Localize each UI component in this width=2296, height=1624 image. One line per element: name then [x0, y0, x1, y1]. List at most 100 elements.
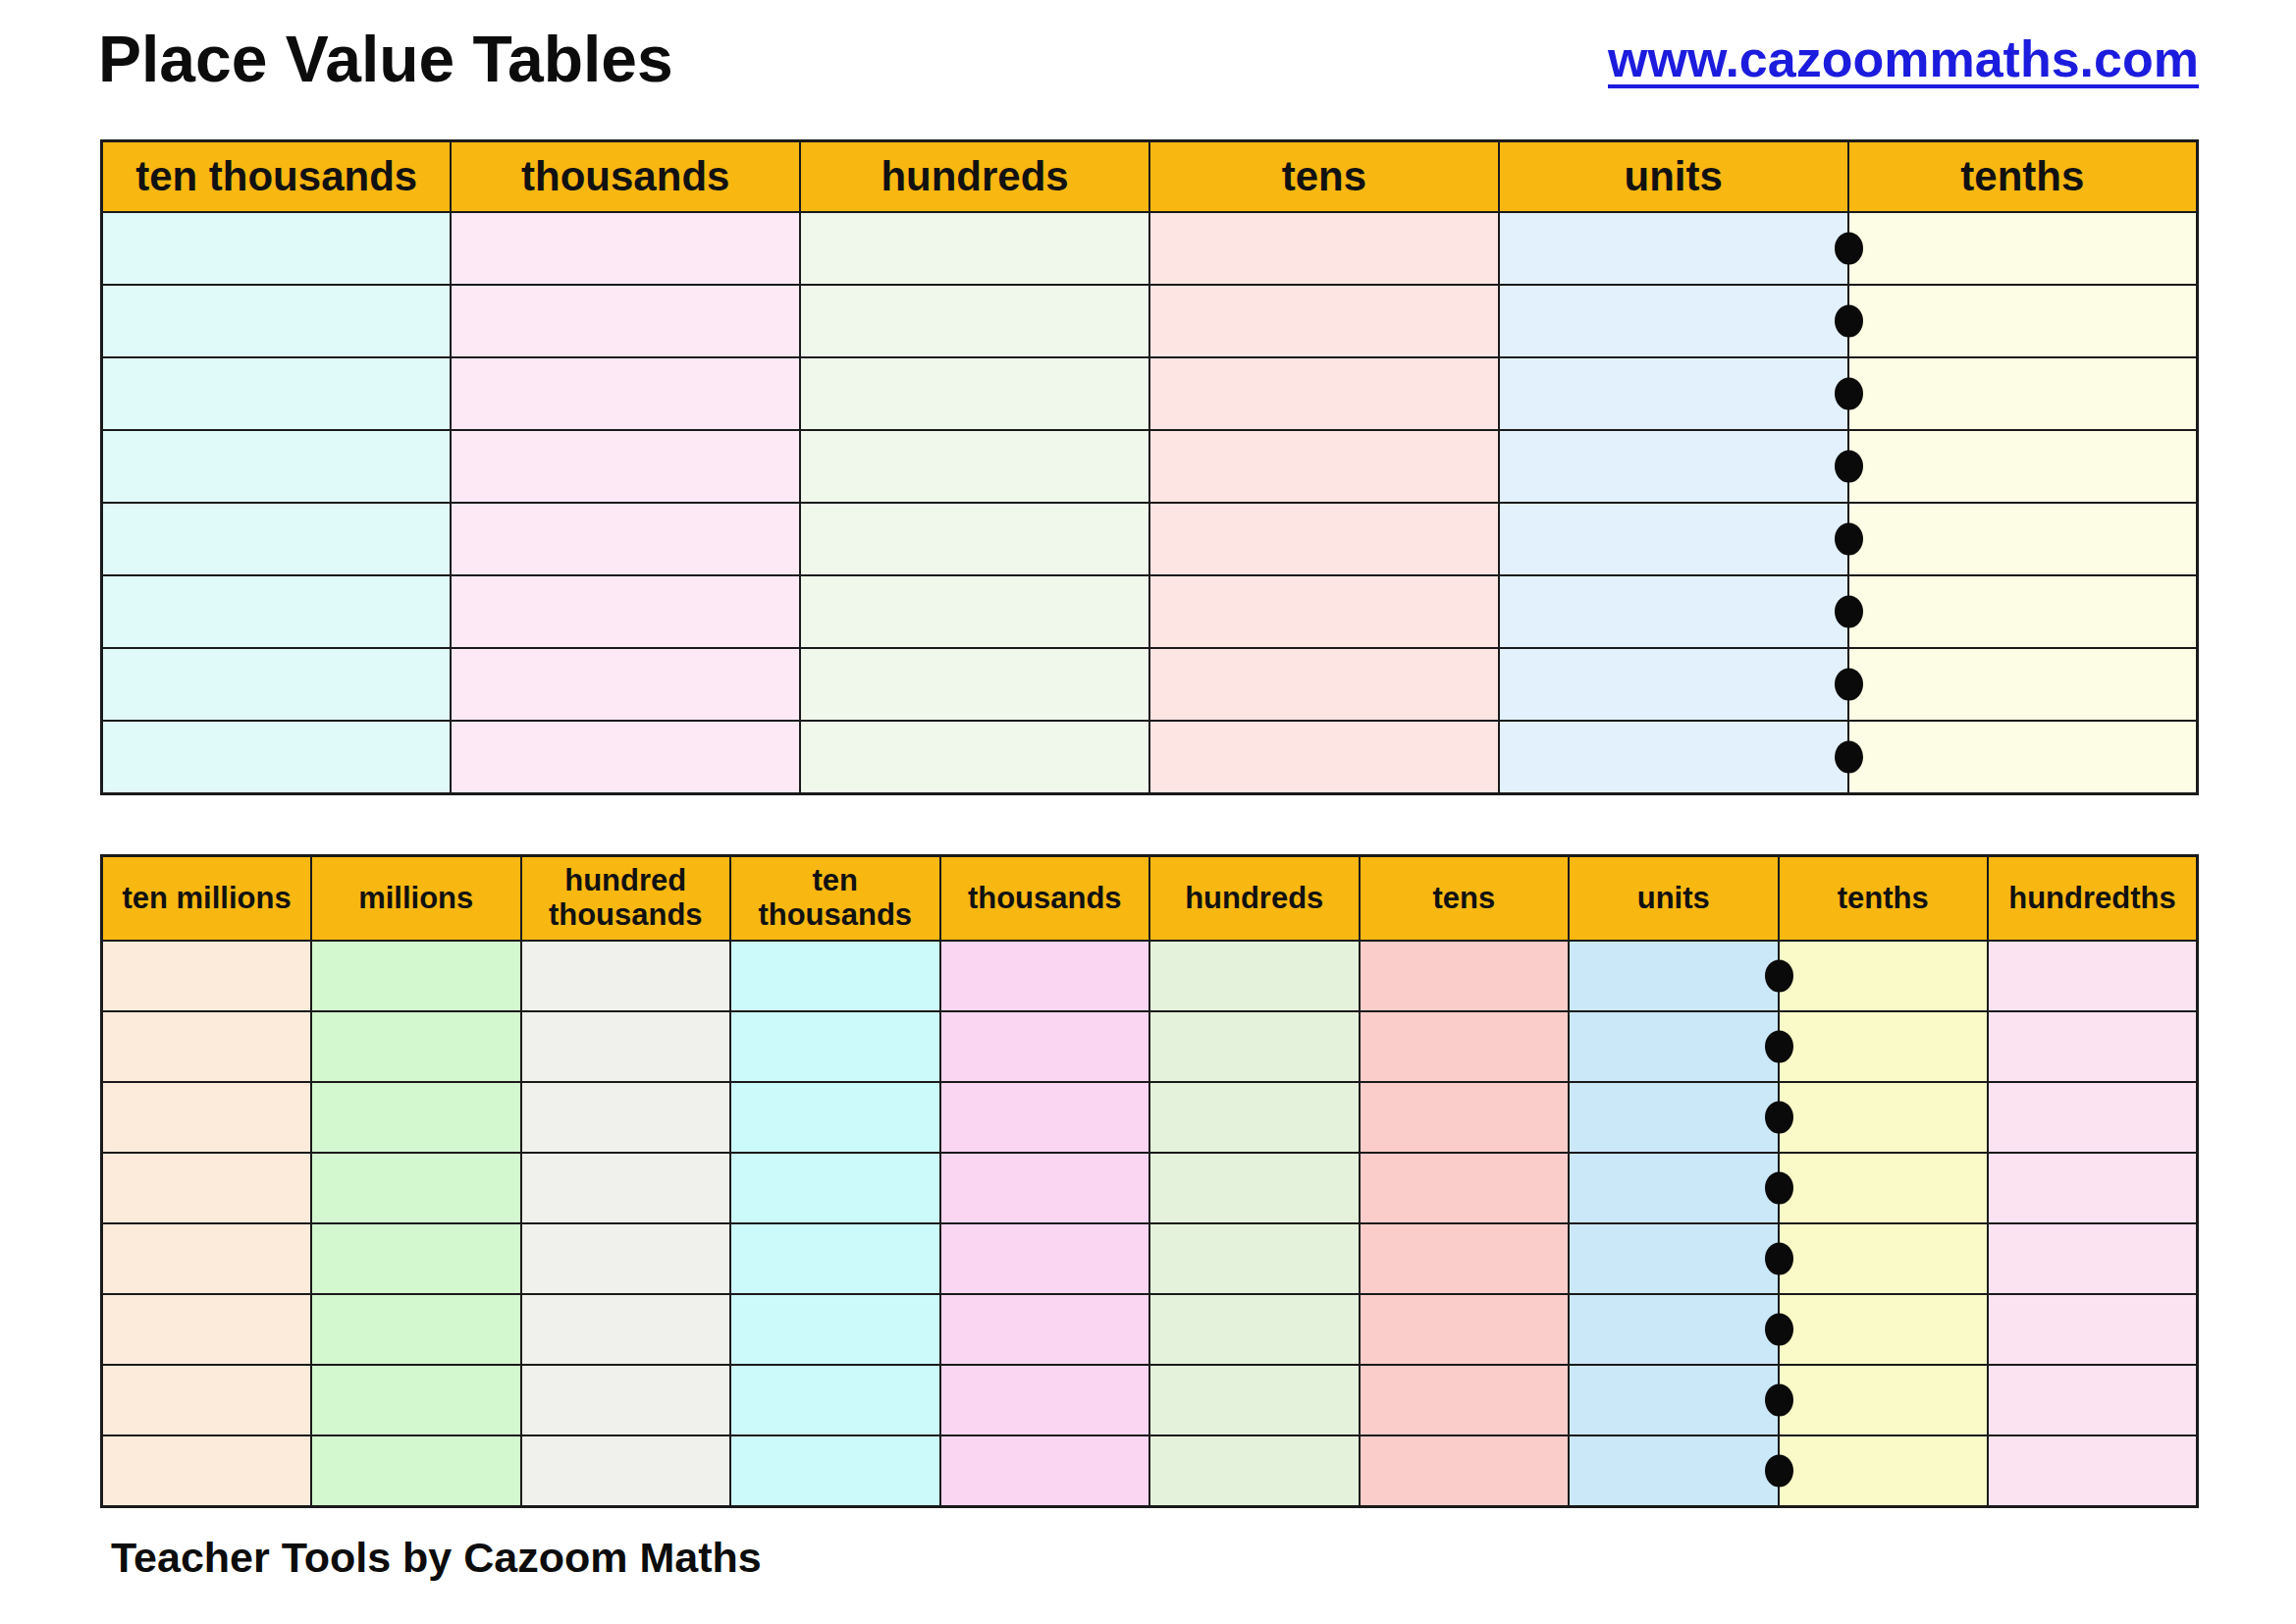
place-value-cell-ten-thousands [730, 1365, 940, 1435]
place-value-cell-hundred-thousands [521, 941, 731, 1011]
column-header-hundreds: hundreds [1149, 856, 1360, 942]
table-millions-to-hundredths: ten millionsmillionshundred thousandsten… [100, 854, 2199, 1508]
place-value-cell-hundredths [1988, 1365, 2198, 1435]
place-value-cell-hundred-thousands [521, 1365, 731, 1435]
place-value-cell-tens [1149, 648, 1499, 721]
place-value-cell-millions [311, 1011, 521, 1082]
place-value-cell-tens [1149, 357, 1499, 430]
place-value-cell-tens [1360, 1082, 1570, 1153]
place-value-cell-thousands [451, 285, 800, 357]
website-link[interactable]: www.cazoommaths.com [1608, 29, 2199, 88]
column-header-ten-thousands: ten thousands [730, 856, 940, 942]
decimal-point-icon [1835, 523, 1863, 556]
place-value-cell-tenths [1848, 285, 2198, 357]
table-row [102, 575, 2198, 648]
place-value-cell-hundreds [1149, 1294, 1360, 1365]
table-row [102, 430, 2198, 503]
column-header-thousands: thousands [940, 856, 1150, 942]
decimal-point-icon [1835, 669, 1863, 701]
place-value-cell-ten-thousands [102, 212, 452, 285]
table-row [102, 648, 2198, 721]
place-value-table-upper: ten thousandsthousandshundredstensunitst… [100, 139, 2199, 795]
place-value-cell-hundreds [1149, 1365, 1360, 1435]
column-header-units: units [1569, 856, 1779, 942]
place-value-cell-hundreds [1149, 1153, 1360, 1223]
place-value-cell-ten-thousands [102, 285, 452, 357]
place-value-cell-units [1499, 357, 1848, 430]
place-value-cell-tens [1360, 1435, 1570, 1507]
table-row [102, 1365, 2198, 1435]
decimal-point-icon [1835, 451, 1863, 483]
place-value-cell-units [1499, 212, 1848, 285]
place-value-cell-tenths [1779, 1082, 1989, 1153]
place-value-cell-hundreds [800, 430, 1149, 503]
table-row [102, 1223, 2198, 1294]
place-value-cell-ten-millions [102, 1153, 312, 1223]
table-row [102, 1435, 2198, 1507]
place-value-cell-tenths [1779, 1294, 1989, 1365]
table-row [102, 1294, 2198, 1365]
place-value-cell-hundred-thousands [521, 1435, 731, 1507]
page-title: Place Value Tables [98, 22, 673, 96]
table-thousands-to-tenths: ten thousandsthousandshundredstensunitst… [100, 139, 2199, 795]
decimal-point-icon [1765, 1031, 1793, 1063]
place-value-cell-tenths [1779, 1365, 1989, 1435]
column-header-hundred-thousands: hundred thousands [521, 856, 731, 942]
place-value-cell-ten-millions [102, 1294, 312, 1365]
place-value-cell-units [1569, 1294, 1779, 1365]
place-value-cell-tenths [1779, 941, 1989, 1011]
place-value-cell-thousands [451, 575, 800, 648]
place-value-cell-tens [1360, 1223, 1570, 1294]
place-value-cell-ten-thousands [102, 648, 452, 721]
table-row [102, 1082, 2198, 1153]
place-value-cell-hundreds [1149, 1435, 1360, 1507]
place-value-cell-millions [311, 1435, 521, 1507]
worksheet-page: Place Value Tables www.cazoommaths.com t… [0, 0, 2296, 1624]
place-value-cell-units [1569, 1223, 1779, 1294]
place-value-cell-thousands [940, 1223, 1150, 1294]
place-value-cell-hundreds [800, 212, 1149, 285]
place-value-cell-units [1569, 1082, 1779, 1153]
footer-credit: Teacher Tools by Cazoom Maths [111, 1534, 762, 1582]
place-value-cell-tenths [1848, 648, 2198, 721]
place-value-cell-thousands [451, 648, 800, 721]
place-value-cell-tens [1360, 1365, 1570, 1435]
decimal-point-icon [1765, 1384, 1793, 1417]
place-value-cell-tenths [1848, 575, 2198, 648]
place-value-cell-thousands [940, 1435, 1150, 1507]
place-value-cell-hundreds [1149, 1011, 1360, 1082]
place-value-cell-thousands [940, 941, 1150, 1011]
place-value-cell-thousands [940, 1294, 1150, 1365]
place-value-cell-tens [1149, 430, 1499, 503]
place-value-cell-hundredths [1988, 1223, 2198, 1294]
place-value-cell-millions [311, 941, 521, 1011]
place-value-cell-tens [1360, 1294, 1570, 1365]
place-value-cell-hundreds [1149, 1082, 1360, 1153]
place-value-cell-tens [1360, 1011, 1570, 1082]
decimal-point-icon [1835, 233, 1863, 265]
place-value-cell-hundred-thousands [521, 1153, 731, 1223]
place-value-cell-ten-thousands [730, 1011, 940, 1082]
place-value-cell-ten-millions [102, 1435, 312, 1507]
place-value-cell-tens [1360, 941, 1570, 1011]
place-value-cell-millions [311, 1223, 521, 1294]
column-header-ten-millions: ten millions [102, 856, 312, 942]
place-value-cell-units [1499, 575, 1848, 648]
place-value-cell-tenths [1848, 503, 2198, 575]
column-header-tenths: tenths [1779, 856, 1989, 942]
place-value-cell-ten-millions [102, 1011, 312, 1082]
place-value-cell-units [1569, 1365, 1779, 1435]
place-value-cell-ten-millions [102, 1365, 312, 1435]
decimal-point-icon [1765, 1455, 1793, 1488]
place-value-cell-ten-millions [102, 941, 312, 1011]
decimal-point-icon [1765, 1243, 1793, 1275]
decimal-point-icon [1835, 596, 1863, 628]
place-value-cell-hundreds [800, 503, 1149, 575]
table-row [102, 285, 2198, 357]
decimal-point-icon [1835, 305, 1863, 338]
place-value-cell-ten-thousands [730, 941, 940, 1011]
header-row: ten millionsmillionshundred thousandsten… [102, 856, 2198, 942]
place-value-cell-tenths [1779, 1435, 1989, 1507]
place-value-cell-hundred-thousands [521, 1082, 731, 1153]
table-row [102, 721, 2198, 794]
